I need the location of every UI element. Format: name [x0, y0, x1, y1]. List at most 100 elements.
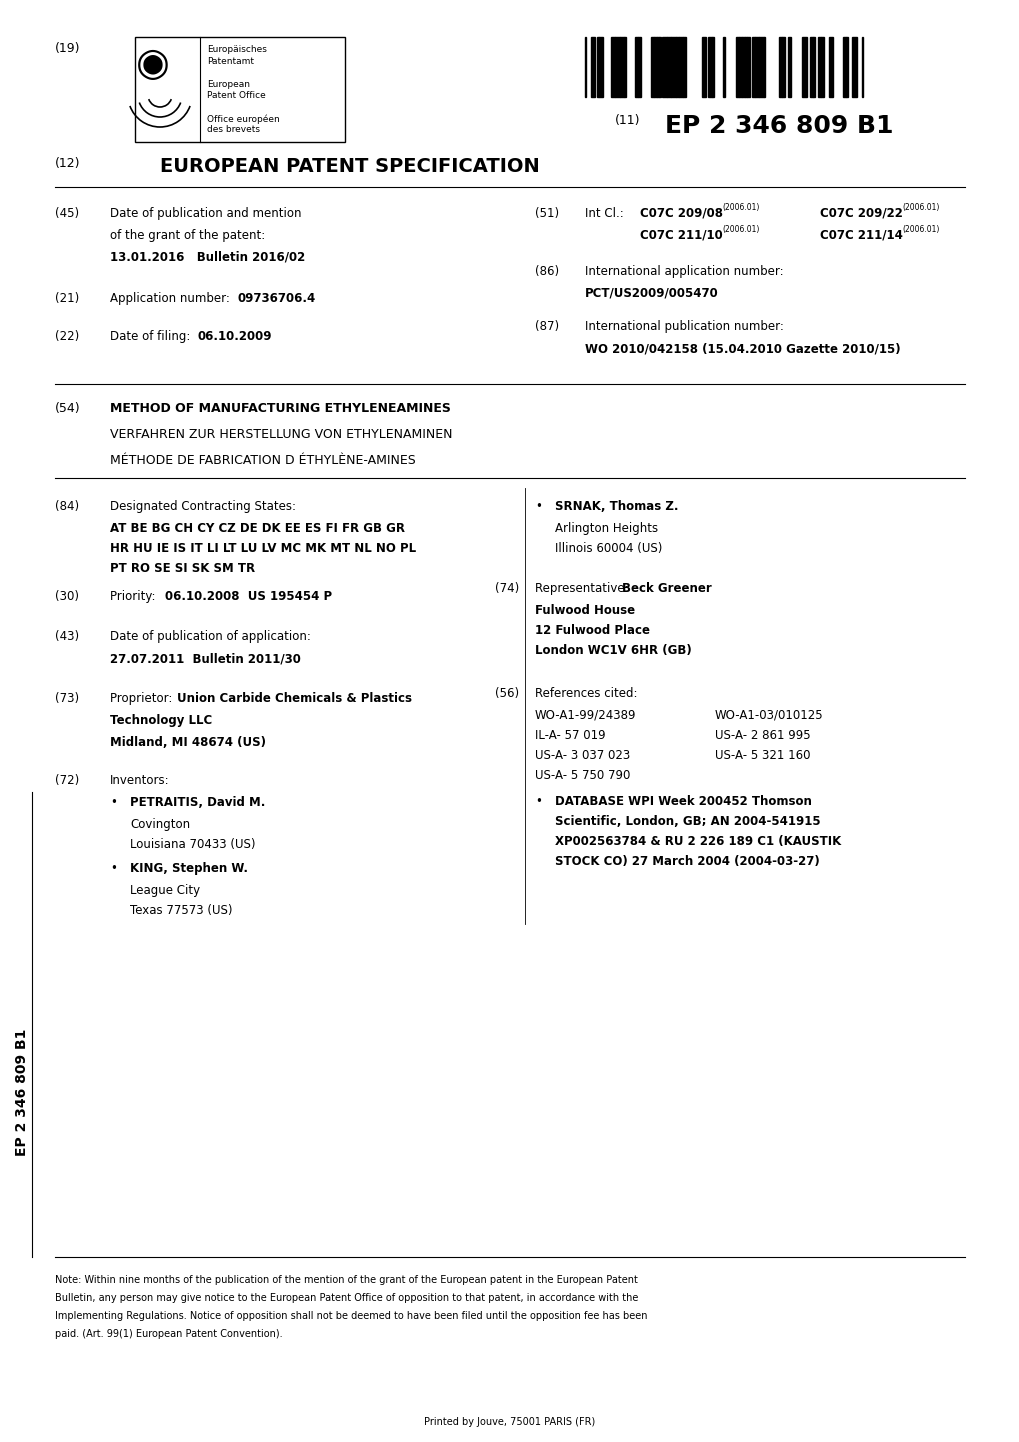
Text: (43): (43): [55, 630, 79, 643]
Bar: [861, 37, 863, 97]
Bar: [820, 37, 823, 97]
Text: XP002563784 & RU 2 226 189 C1 (KAUSTIK: XP002563784 & RU 2 226 189 C1 (KAUSTIK: [554, 835, 841, 848]
Bar: [707, 37, 711, 97]
Bar: [736, 37, 739, 97]
Text: Date of publication and mention: Date of publication and mention: [110, 208, 302, 221]
Bar: [744, 37, 746, 97]
Bar: [656, 37, 658, 97]
Text: Texas 77573 (US): Texas 77573 (US): [129, 904, 232, 917]
Text: League City: League City: [129, 884, 200, 897]
Text: (45): (45): [55, 208, 79, 221]
Text: US-A- 2 861 995: US-A- 2 861 995: [714, 730, 810, 743]
Bar: [635, 37, 638, 97]
Bar: [671, 37, 676, 97]
Text: Scientific, London, GB; AN 2004-541915: Scientific, London, GB; AN 2004-541915: [554, 815, 820, 828]
Text: (22): (22): [55, 330, 79, 343]
Bar: [614, 37, 620, 97]
Text: VERFAHREN ZUR HERSTELLUNG VON ETHYLENAMINEN: VERFAHREN ZUR HERSTELLUNG VON ETHYLENAMI…: [110, 428, 452, 441]
Text: Union Carbide Chemicals & Plastics: Union Carbide Chemicals & Plastics: [177, 692, 412, 705]
Bar: [739, 37, 741, 97]
Bar: [590, 37, 595, 97]
Text: (51): (51): [535, 208, 558, 221]
Bar: [809, 37, 812, 97]
Text: Designated Contracting States:: Designated Contracting States:: [110, 500, 296, 513]
Text: (19): (19): [55, 42, 81, 55]
Bar: [751, 37, 754, 97]
Text: MÉTHODE DE FABRICATION D ÉTHYLÈNE-AMINES: MÉTHODE DE FABRICATION D ÉTHYLÈNE-AMINES: [110, 454, 416, 467]
Text: Europäisches: Europäisches: [207, 45, 267, 53]
Text: (86): (86): [535, 265, 558, 278]
Text: 06.10.2008  US 195454 P: 06.10.2008 US 195454 P: [165, 590, 332, 603]
Text: Priority:: Priority:: [110, 590, 159, 603]
Text: (2006.01): (2006.01): [721, 203, 758, 212]
Text: C07C 209/08: C07C 209/08: [639, 208, 722, 221]
Text: (2006.01): (2006.01): [721, 225, 758, 234]
Text: Louisiana 70433 (US): Louisiana 70433 (US): [129, 838, 255, 851]
Text: US-A- 5 750 790: US-A- 5 750 790: [535, 769, 630, 782]
Text: Illinois 60004 (US): Illinois 60004 (US): [554, 542, 661, 555]
Text: Date of filing:: Date of filing:: [110, 330, 194, 343]
Text: Technology LLC: Technology LLC: [110, 714, 212, 727]
Text: DATABASE WPI Week 200452 Thomson: DATABASE WPI Week 200452 Thomson: [554, 795, 811, 808]
Bar: [817, 37, 820, 97]
Text: Implementing Regulations. Notice of opposition shall not be deemed to have been : Implementing Regulations. Notice of oppo…: [55, 1311, 647, 1321]
Text: WO 2010/042158 (15.04.2010 Gazette 2010/15): WO 2010/042158 (15.04.2010 Gazette 2010/…: [585, 342, 900, 355]
Text: WO-A1-99/24389: WO-A1-99/24389: [535, 709, 636, 722]
Bar: [754, 37, 758, 97]
Text: US-A- 5 321 160: US-A- 5 321 160: [714, 748, 810, 761]
Bar: [683, 37, 686, 97]
Text: London WC1V 6HR (GB): London WC1V 6HR (GB): [535, 645, 691, 658]
Text: (72): (72): [55, 774, 79, 787]
Text: •: •: [110, 796, 117, 809]
Text: International publication number:: International publication number:: [585, 320, 784, 333]
Text: (30): (30): [55, 590, 78, 603]
Text: Int Cl.:: Int Cl.:: [585, 208, 624, 221]
Text: paid. (Art. 99(1) European Patent Convention).: paid. (Art. 99(1) European Patent Conven…: [55, 1330, 282, 1340]
Text: Application number:: Application number:: [110, 291, 233, 306]
Bar: [662, 37, 666, 97]
Bar: [828, 37, 833, 97]
Bar: [763, 37, 764, 97]
Bar: [842, 37, 845, 97]
Bar: [812, 37, 815, 97]
Text: Representative:: Representative:: [535, 583, 632, 596]
Text: 13.01.2016   Bulletin 2016/02: 13.01.2016 Bulletin 2016/02: [110, 251, 305, 264]
Text: 12 Fulwood Place: 12 Fulwood Place: [535, 624, 649, 637]
Text: IL-A- 57 019: IL-A- 57 019: [535, 730, 605, 743]
Bar: [584, 37, 586, 97]
Bar: [741, 37, 744, 97]
Text: •: •: [110, 862, 117, 875]
Text: des brevets: des brevets: [207, 125, 260, 134]
Text: Midland, MI 48674 (US): Midland, MI 48674 (US): [110, 735, 266, 748]
Bar: [624, 37, 626, 97]
Text: of the grant of the patent:: of the grant of the patent:: [110, 229, 265, 242]
Text: EP 2 346 809 B1: EP 2 346 809 B1: [15, 1028, 29, 1155]
Text: References cited:: References cited:: [535, 686, 637, 699]
Bar: [135, 37, 344, 141]
Text: Note: Within nine months of the publication of the mention of the grant of the E: Note: Within nine months of the publicat…: [55, 1275, 637, 1285]
Bar: [679, 37, 683, 97]
Bar: [779, 37, 782, 97]
Bar: [598, 37, 603, 97]
Text: (21): (21): [55, 291, 79, 306]
Text: C07C 209/22: C07C 209/22: [819, 208, 902, 221]
Bar: [650, 37, 653, 97]
Bar: [701, 37, 705, 97]
Text: 27.07.2011  Bulletin 2011/30: 27.07.2011 Bulletin 2011/30: [110, 652, 301, 665]
Bar: [758, 37, 763, 97]
Text: METHOD OF MANUFACTURING ETHYLENEAMINES: METHOD OF MANUFACTURING ETHYLENEAMINES: [110, 402, 450, 415]
Bar: [852, 37, 856, 97]
Text: Beck Greener: Beck Greener: [622, 583, 711, 596]
Text: 06.10.2009: 06.10.2009: [198, 330, 272, 343]
Bar: [610, 37, 614, 97]
Text: Printed by Jouve, 75001 PARIS (FR): Printed by Jouve, 75001 PARIS (FR): [424, 1417, 595, 1428]
Bar: [788, 37, 791, 97]
Text: Inventors:: Inventors:: [110, 774, 169, 787]
Bar: [746, 37, 749, 97]
Text: (87): (87): [535, 320, 558, 333]
Text: 09736706.4: 09736706.4: [237, 291, 316, 306]
Bar: [782, 37, 785, 97]
Text: (56): (56): [494, 686, 519, 699]
Text: AT BE BG CH CY CZ DE DK EE ES FI FR GB GR: AT BE BG CH CY CZ DE DK EE ES FI FR GB G…: [110, 522, 405, 535]
Bar: [722, 37, 725, 97]
